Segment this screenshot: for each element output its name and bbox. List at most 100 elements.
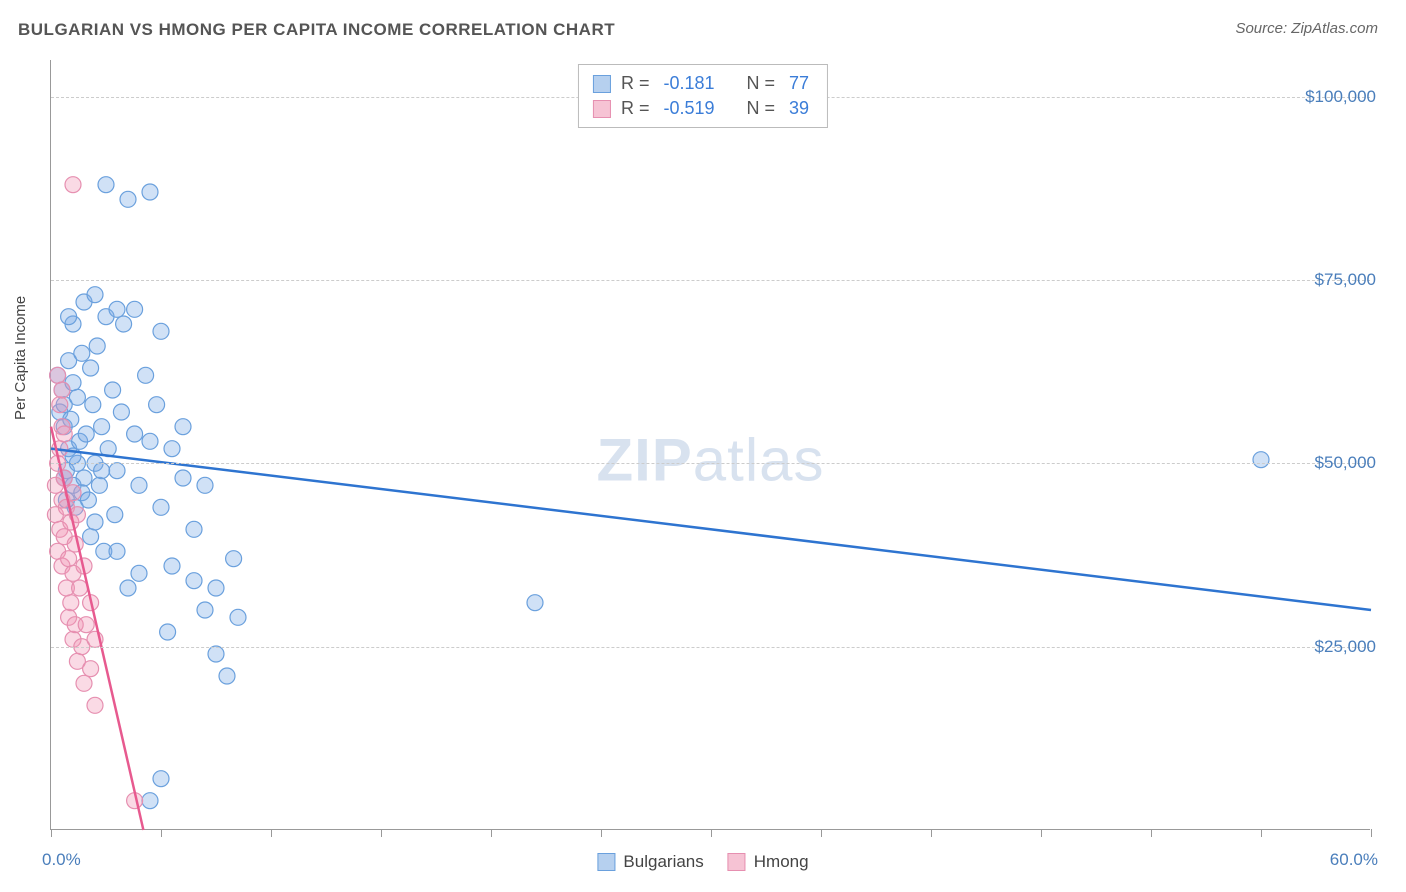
data-point — [142, 184, 158, 200]
data-point — [127, 426, 143, 442]
data-point — [197, 477, 213, 493]
gridline — [51, 647, 1370, 648]
data-point — [78, 617, 94, 633]
data-point — [67, 536, 83, 552]
x-tick — [161, 829, 162, 837]
x-tick — [1041, 829, 1042, 837]
plot-area: ZIPatlas — [50, 60, 1370, 830]
x-tick — [1261, 829, 1262, 837]
data-point — [226, 551, 242, 567]
bottom-legend: Bulgarians Hmong — [597, 852, 808, 872]
legend-item-bulgarians: Bulgarians — [597, 852, 703, 872]
data-point — [164, 558, 180, 574]
data-point — [87, 514, 103, 530]
data-point — [138, 367, 154, 383]
data-point — [109, 543, 125, 559]
data-point — [69, 389, 85, 405]
swatch-bulgarians — [593, 75, 611, 93]
stat-row-hmong: R = -0.519 N = 39 — [593, 96, 813, 121]
x-min-label: 0.0% — [42, 850, 81, 870]
data-point — [120, 580, 136, 596]
data-point — [186, 573, 202, 589]
x-tick — [1371, 829, 1372, 837]
y-tick-label: $50,000 — [1315, 453, 1376, 473]
data-point — [50, 367, 66, 383]
x-tick — [931, 829, 932, 837]
data-point — [109, 463, 125, 479]
regression-line — [51, 449, 1371, 610]
r-value-hmong: -0.519 — [663, 98, 714, 119]
source-attribution: Source: ZipAtlas.com — [1235, 20, 1378, 37]
data-point — [116, 316, 132, 332]
legend-item-hmong: Hmong — [728, 852, 809, 872]
x-tick — [491, 829, 492, 837]
legend-swatch-hmong — [728, 853, 746, 871]
x-tick — [1151, 829, 1152, 837]
data-point — [160, 624, 176, 640]
data-point — [91, 477, 107, 493]
data-point — [120, 191, 136, 207]
data-point — [74, 345, 90, 361]
data-point — [83, 360, 99, 376]
data-point — [208, 580, 224, 596]
data-point — [72, 580, 88, 596]
data-point — [65, 177, 81, 193]
x-tick — [271, 829, 272, 837]
data-point — [186, 521, 202, 537]
data-point — [87, 697, 103, 713]
correlation-stat-box: R = -0.181 N = 77 R = -0.519 N = 39 — [578, 64, 828, 128]
data-point — [153, 771, 169, 787]
data-point — [109, 301, 125, 317]
y-tick-label: $75,000 — [1315, 270, 1376, 290]
data-point — [85, 397, 101, 413]
data-point — [83, 661, 99, 677]
data-point — [230, 609, 246, 625]
data-point — [153, 323, 169, 339]
data-point — [1253, 452, 1269, 468]
x-tick — [711, 829, 712, 837]
data-point — [83, 529, 99, 545]
y-tick-label: $25,000 — [1315, 637, 1376, 657]
data-point — [164, 441, 180, 457]
data-point — [197, 602, 213, 618]
data-point — [94, 463, 110, 479]
data-point — [527, 595, 543, 611]
data-point — [94, 419, 110, 435]
data-point — [175, 419, 191, 435]
data-point — [208, 646, 224, 662]
data-point — [89, 338, 105, 354]
stat-row-bulgarians: R = -0.181 N = 77 — [593, 71, 813, 96]
data-point — [61, 309, 77, 325]
x-max-label: 60.0% — [1330, 850, 1378, 870]
data-point — [105, 382, 121, 398]
data-point — [52, 397, 68, 413]
gridline — [51, 463, 1370, 464]
x-tick — [601, 829, 602, 837]
data-point — [153, 499, 169, 515]
chart-title: BULGARIAN VS HMONG PER CAPITA INCOME COR… — [18, 20, 615, 40]
chart-container: BULGARIAN VS HMONG PER CAPITA INCOME COR… — [0, 0, 1406, 892]
data-point — [63, 595, 79, 611]
swatch-hmong — [593, 100, 611, 118]
gridline — [51, 280, 1370, 281]
n-value-hmong: 39 — [789, 98, 809, 119]
data-point — [98, 177, 114, 193]
data-point — [142, 433, 158, 449]
legend-swatch-bulgarians — [597, 853, 615, 871]
data-point — [131, 477, 147, 493]
chart-svg — [51, 60, 1370, 829]
data-point — [113, 404, 129, 420]
x-tick — [821, 829, 822, 837]
data-point — [76, 470, 92, 486]
data-point — [175, 470, 191, 486]
data-point — [142, 793, 158, 809]
x-tick — [51, 829, 52, 837]
data-point — [219, 668, 235, 684]
data-point — [80, 492, 96, 508]
data-point — [87, 287, 103, 303]
n-value-bulgarians: 77 — [789, 73, 809, 94]
data-point — [149, 397, 165, 413]
data-point — [107, 507, 123, 523]
x-tick — [381, 829, 382, 837]
data-point — [78, 426, 94, 442]
